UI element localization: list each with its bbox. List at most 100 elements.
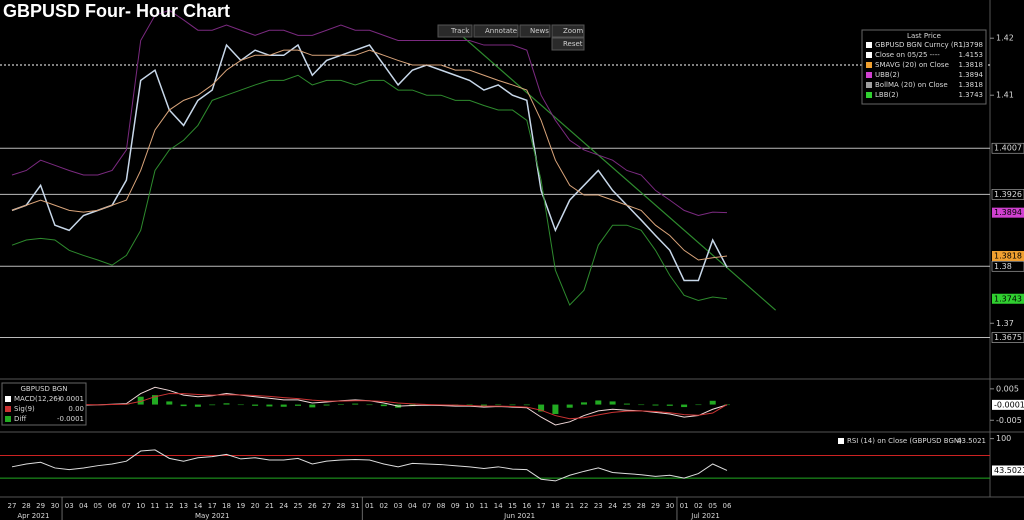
legend-title: Last Price bbox=[907, 32, 941, 40]
axis-tag bbox=[992, 293, 1024, 304]
button[interactable] bbox=[551, 37, 585, 51]
legend-box bbox=[1, 382, 87, 426]
legend-swatch bbox=[866, 92, 872, 98]
histogram-bar bbox=[681, 404, 688, 408]
x-tick-label: 07 bbox=[122, 502, 131, 510]
histogram-bar bbox=[652, 404, 659, 406]
histogram-bar bbox=[523, 404, 530, 406]
axis-tag-label: 1.3818 bbox=[994, 251, 1022, 260]
legend-label: GBPUSD BGN Curncy (R1) bbox=[875, 41, 966, 49]
x-tick-label: 09 bbox=[451, 502, 460, 510]
series-line bbox=[11, 393, 728, 420]
legend-value: 1.3818 bbox=[959, 61, 984, 69]
x-tick-label: 20 bbox=[251, 502, 260, 510]
axis-tag-label: 1.3894 bbox=[994, 208, 1022, 217]
histogram-bar bbox=[666, 404, 673, 406]
trendline bbox=[449, 24, 777, 311]
legend-value: 1.3743 bbox=[959, 91, 984, 99]
legend-label: Diff bbox=[14, 415, 26, 423]
legend-title: GBPUSD BGN bbox=[21, 385, 68, 393]
button-label[interactable]: Reset bbox=[563, 40, 583, 48]
button[interactable] bbox=[551, 24, 585, 38]
level-tag bbox=[991, 142, 1024, 154]
level-label: 1.4007 bbox=[994, 144, 1022, 153]
y-tick-label: 1.37 bbox=[996, 319, 1014, 328]
legend-value: 1.4153 bbox=[959, 51, 984, 59]
legend-value: -0.0001 bbox=[57, 395, 84, 403]
histogram-bar bbox=[266, 404, 273, 407]
x-tick-label: 17 bbox=[208, 502, 217, 510]
x-tick-label: 17 bbox=[537, 502, 546, 510]
button[interactable] bbox=[437, 24, 473, 38]
histogram-bar bbox=[695, 404, 702, 406]
month-label: Apr 2021 bbox=[17, 512, 49, 520]
histogram-bar bbox=[595, 400, 602, 405]
x-tick-label: 16 bbox=[522, 502, 531, 510]
x-tick-label: 21 bbox=[565, 502, 574, 510]
x-tick-label: 24 bbox=[608, 502, 617, 510]
level-tag bbox=[991, 332, 1024, 343]
x-tick-label: 05 bbox=[93, 502, 102, 510]
x-tick-label: 11 bbox=[151, 502, 160, 510]
x-tick-label: 15 bbox=[508, 502, 517, 510]
legend-swatch bbox=[866, 42, 872, 48]
button[interactable] bbox=[519, 24, 551, 38]
histogram-bar bbox=[466, 404, 473, 406]
x-tick-label: 18 bbox=[551, 502, 560, 510]
x-tick-label: 19 bbox=[236, 502, 245, 510]
histogram-bar bbox=[638, 404, 645, 406]
series-line bbox=[11, 74, 728, 306]
axis-tag bbox=[992, 207, 1024, 218]
legend-swatch bbox=[866, 52, 872, 58]
x-tick-label: 28 bbox=[336, 502, 345, 510]
x-tick-label: 01 bbox=[680, 502, 689, 510]
histogram-bar bbox=[552, 404, 559, 414]
button-label[interactable]: Annotate bbox=[485, 27, 517, 35]
x-tick-label: 30 bbox=[50, 502, 59, 510]
histogram-bar bbox=[180, 404, 187, 407]
x-tick-label: 22 bbox=[580, 502, 589, 510]
button-label[interactable]: News bbox=[530, 27, 549, 35]
button-label[interactable]: Zoom bbox=[563, 27, 583, 35]
level-label: 1.3675 bbox=[994, 333, 1022, 342]
legend-label: RSI (14) on Close (GBPUSD BGN) bbox=[847, 437, 962, 445]
legend-swatch bbox=[866, 82, 872, 88]
button-label[interactable]: Track bbox=[450, 27, 470, 35]
series-line bbox=[11, 43, 728, 282]
histogram-bar bbox=[223, 403, 230, 405]
y-tick-label: 1.41 bbox=[996, 91, 1014, 100]
legend-label: Sig(9) bbox=[14, 405, 35, 413]
legend-box bbox=[861, 29, 987, 105]
x-tick-label: 04 bbox=[408, 502, 417, 510]
month-label: May 2021 bbox=[195, 512, 230, 520]
x-tick-label: 13 bbox=[179, 502, 188, 510]
axis-tag-label: -0.0001 bbox=[994, 400, 1024, 409]
x-tick-label: 31 bbox=[351, 502, 360, 510]
x-tick-label: 29 bbox=[36, 502, 45, 510]
histogram-bar bbox=[194, 404, 201, 407]
histogram-bar bbox=[581, 402, 587, 405]
x-tick-label: 23 bbox=[594, 502, 603, 510]
x-tick-label: 11 bbox=[479, 502, 488, 510]
x-tick-label: 07 bbox=[422, 502, 431, 510]
axis-tag bbox=[992, 465, 1024, 476]
axis-tag bbox=[992, 250, 1024, 261]
x-tick-label: 28 bbox=[637, 502, 646, 510]
month-label: Jun 2021 bbox=[503, 512, 535, 520]
x-tick-label: 14 bbox=[494, 502, 503, 510]
histogram-bar bbox=[295, 404, 301, 406]
histogram-bar bbox=[709, 400, 716, 405]
level-tag bbox=[991, 189, 1024, 200]
x-tick-label: 10 bbox=[136, 502, 145, 510]
legend-swatch bbox=[866, 72, 872, 78]
histogram-bar bbox=[538, 404, 545, 412]
level-tag bbox=[991, 260, 1024, 272]
axis-tag bbox=[992, 399, 1024, 410]
button[interactable] bbox=[473, 24, 519, 38]
legend-label: LBB(2) bbox=[875, 91, 899, 99]
histogram-bar bbox=[380, 404, 387, 407]
legend-value: 1.3894 bbox=[959, 71, 984, 79]
y-tick-label: 100 bbox=[996, 434, 1011, 443]
x-tick-label: 25 bbox=[294, 502, 303, 510]
